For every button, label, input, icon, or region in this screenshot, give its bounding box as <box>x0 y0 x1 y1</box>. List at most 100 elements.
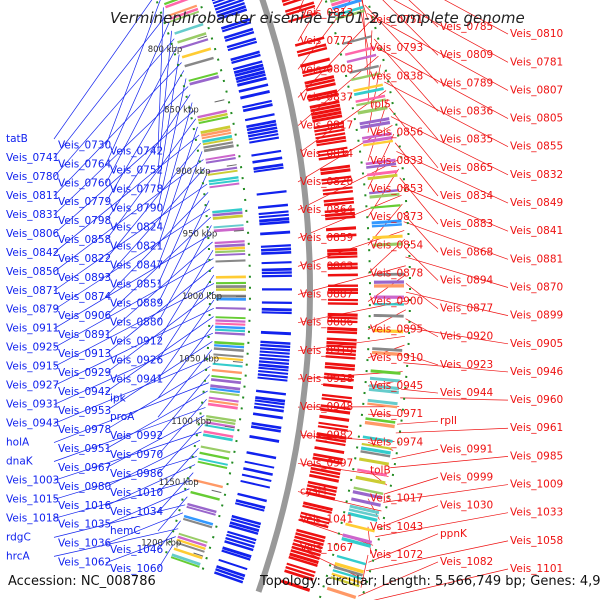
minus-strand-feature <box>231 53 261 64</box>
gene-label: Veis_0832 <box>510 169 563 181</box>
leader-line <box>157 102 193 228</box>
plus-strand-feature <box>313 121 344 130</box>
cog-feature-minus <box>214 331 245 336</box>
cog-feature-plus <box>373 328 404 334</box>
plus-strand-feature <box>325 215 356 221</box>
minus-strand-feature <box>240 479 271 489</box>
leader-line <box>105 464 196 507</box>
gene-label: Veis_0942 <box>58 386 111 398</box>
leader-line <box>157 299 215 380</box>
minus-strand-feature <box>230 518 261 529</box>
minus-strand-feature <box>222 546 252 559</box>
minus-strand-feature <box>232 60 263 71</box>
gene-label: cysM <box>300 486 327 498</box>
minus-strand-feature <box>255 396 286 403</box>
minus-strand-feature <box>258 363 289 369</box>
cog-feature-minus <box>207 402 238 410</box>
cog-feature-minus <box>201 131 232 140</box>
minus-strand-feature <box>260 330 291 336</box>
plus-strand-feature <box>315 135 346 144</box>
leader-line <box>53 480 192 519</box>
gene-label: Veis_0854 <box>370 239 424 251</box>
gene-label: Veis_1041 <box>300 514 353 526</box>
gene-label: Veis_0764 <box>58 158 112 170</box>
leader-line <box>405 327 509 345</box>
cog-feature-plus <box>332 0 362 11</box>
cog-feature-plus <box>369 384 400 391</box>
cog-feature-plus <box>357 105 388 115</box>
cog-feature-plus <box>334 561 365 574</box>
gene-label: Veis_0974 <box>370 436 424 448</box>
leader-line <box>373 568 509 600</box>
plus-strand-feature <box>305 491 336 501</box>
minus-strand-feature <box>253 405 284 413</box>
cog-feature-minus <box>213 353 244 358</box>
minus-strand-feature <box>249 434 280 443</box>
minus-strand-feature <box>261 288 292 291</box>
plus-strand-feature <box>327 284 358 288</box>
leader-line <box>157 274 215 361</box>
plus-strand-feature <box>289 552 319 565</box>
minus-strand-feature <box>220 18 251 30</box>
plus-strand-feature <box>327 298 358 302</box>
cog-feature-minus <box>202 134 233 143</box>
gene-label: Veis_0859 <box>300 232 353 244</box>
leader-line <box>403 353 439 366</box>
minus-strand-feature <box>214 0 244 11</box>
tick-label: 800 kbp <box>148 45 183 55</box>
leader-line <box>396 151 509 204</box>
minus-strand-feature <box>259 353 290 359</box>
leader-line <box>373 38 439 112</box>
plus-strand-feature <box>324 208 355 214</box>
leader-line <box>157 496 188 532</box>
gene-label: Veis_1017 <box>370 493 423 505</box>
dotted-ring-1 <box>197 0 251 573</box>
plus-strand-feature <box>325 355 356 360</box>
minus-strand-feature <box>251 422 282 430</box>
cog-feature-minus <box>215 259 246 263</box>
tick-label: 1200 kbp <box>141 538 181 548</box>
cog-feature-plus <box>329 0 341 3</box>
minus-strand-feature <box>261 274 292 278</box>
leader-line <box>405 318 439 338</box>
gene-label: Veis_0865 <box>440 162 493 174</box>
minus-strand-feature <box>236 73 266 83</box>
leader-line <box>157 448 199 494</box>
minus-strand-feature <box>227 40 258 52</box>
leader-line <box>105 142 201 260</box>
gene-label: Veis_0879 <box>6 304 59 316</box>
plus-strand-feature <box>311 110 342 120</box>
cog-feature-plus <box>349 504 380 515</box>
cog-feature-plus <box>342 35 372 45</box>
cog-feature-plus <box>363 139 394 147</box>
leader-line <box>297 265 406 295</box>
cog-feature-minus <box>182 517 213 529</box>
leader-line <box>376 47 509 119</box>
gene-label: Veis_0886 <box>300 317 354 329</box>
tick-label: 1150 kbp <box>159 478 199 488</box>
gene-label: Veis_1062 <box>58 557 111 569</box>
plus-strand-feature <box>325 351 356 357</box>
leader-line <box>365 540 509 572</box>
cog-feature-minus <box>165 0 189 9</box>
plus-strand-feature <box>304 75 335 85</box>
cog-feature-plus <box>334 5 364 17</box>
cog-feature-minus <box>215 319 246 323</box>
cog-feature-minus <box>215 297 246 301</box>
leader-line <box>368 533 439 563</box>
cog-feature-plus <box>369 188 400 195</box>
gene-label: Veis_0781 <box>510 56 563 68</box>
minus-strand-feature <box>213 0 237 8</box>
gene-label: Veis_0798 <box>58 215 111 227</box>
minus-strand-feature <box>235 499 266 509</box>
cog-feature-plus <box>344 46 375 56</box>
cog-feature-minus <box>211 375 242 381</box>
cog-feature-minus <box>186 505 216 516</box>
cog-feature-plus <box>371 223 402 228</box>
cog-feature-minus <box>181 47 212 59</box>
leader-line <box>157 151 203 266</box>
cog-feature-plus <box>355 475 386 485</box>
plus-strand-feature <box>326 341 357 346</box>
plus-strand-feature <box>280 579 311 592</box>
